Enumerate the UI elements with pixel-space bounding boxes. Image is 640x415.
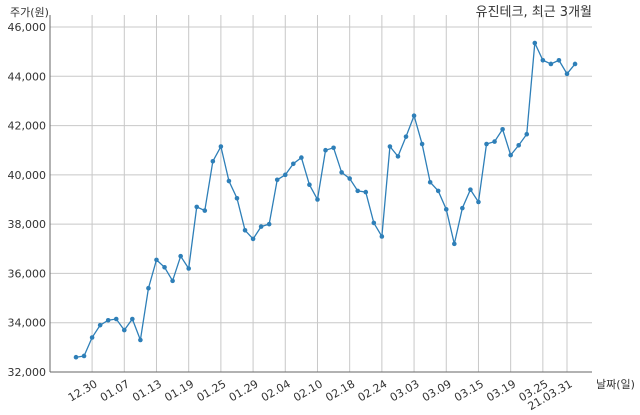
point [379, 234, 385, 239]
point [97, 322, 103, 328]
point [460, 205, 465, 211]
x-tick-label: 02.24 [356, 377, 390, 404]
point [146, 285, 151, 291]
point [250, 236, 256, 242]
y-tick-label: 40,000 [8, 169, 47, 182]
x-tick-label: 03.09 [420, 377, 454, 404]
point [73, 354, 79, 360]
x-tick-label: 02.18 [323, 377, 357, 404]
point [194, 204, 200, 210]
point [299, 155, 304, 160]
x-tick-label: 01.07 [98, 377, 132, 404]
x-tick-label: 02.04 [259, 377, 293, 404]
point [178, 253, 183, 259]
x-axis-label: 날짜(일) [596, 377, 635, 391]
point [500, 126, 505, 132]
x-tick-label: 01.29 [227, 377, 261, 404]
line [75, 40, 576, 358]
point [371, 220, 377, 226]
y-axis-label: 주가(원) [10, 6, 49, 19]
point [210, 159, 216, 164]
point [452, 241, 457, 247]
y-tick-label: 42,000 [8, 120, 47, 133]
point [492, 139, 497, 144]
point [226, 178, 232, 184]
x-tick-label: 01.13 [130, 377, 164, 404]
point [89, 335, 95, 340]
point [548, 61, 554, 67]
point [218, 144, 224, 149]
x-tick-label: 02.10 [291, 377, 325, 404]
y-tick-label: 34,000 [8, 317, 47, 330]
point [113, 316, 119, 322]
y-tick-label: 46,000 [8, 21, 47, 34]
point [291, 161, 296, 167]
point [443, 207, 449, 212]
y-tick-label: 38,000 [8, 218, 47, 231]
point [315, 197, 320, 202]
point [435, 188, 441, 194]
point [468, 187, 473, 192]
point [564, 71, 570, 77]
y-tick-label: 44,000 [8, 70, 47, 83]
point [323, 147, 328, 153]
x-tick-label: 03.19 [484, 377, 518, 404]
point [258, 224, 264, 229]
point [395, 154, 401, 159]
point [307, 182, 312, 188]
point [162, 264, 167, 270]
x-tick-label: 01.25 [195, 377, 229, 404]
x-tick-label: 03.15 [452, 377, 486, 404]
point [339, 170, 344, 175]
point [516, 142, 522, 148]
x-tick-label: 03.03 [388, 377, 422, 404]
point [556, 57, 562, 63]
point [234, 195, 240, 201]
point [411, 113, 417, 119]
point [282, 172, 288, 178]
point [242, 228, 248, 233]
chart-title: 유진테크, 최근 3개월 [476, 5, 592, 20]
x-tick-label: 12.30 [66, 377, 100, 404]
point [347, 176, 352, 181]
y-tick-label: 36,000 [8, 267, 47, 280]
point [105, 317, 111, 323]
point [387, 144, 393, 149]
point [154, 257, 159, 263]
point [476, 199, 481, 205]
point [138, 337, 143, 343]
point [266, 221, 272, 227]
point [524, 131, 530, 137]
y-tick-label: 32,000 [8, 366, 47, 379]
point [540, 57, 546, 63]
point [121, 327, 127, 333]
x-tick-label: 01.19 [162, 377, 196, 404]
point [355, 188, 361, 194]
point [170, 278, 175, 284]
point [331, 145, 336, 151]
point [427, 179, 433, 185]
point [508, 152, 513, 158]
point [81, 353, 87, 359]
point [186, 266, 191, 271]
point [572, 61, 578, 67]
point [202, 208, 208, 213]
point [419, 141, 425, 147]
point [130, 316, 135, 322]
point [363, 189, 369, 195]
point [484, 141, 489, 147]
point [532, 40, 538, 46]
point [274, 177, 280, 183]
point [403, 134, 409, 139]
